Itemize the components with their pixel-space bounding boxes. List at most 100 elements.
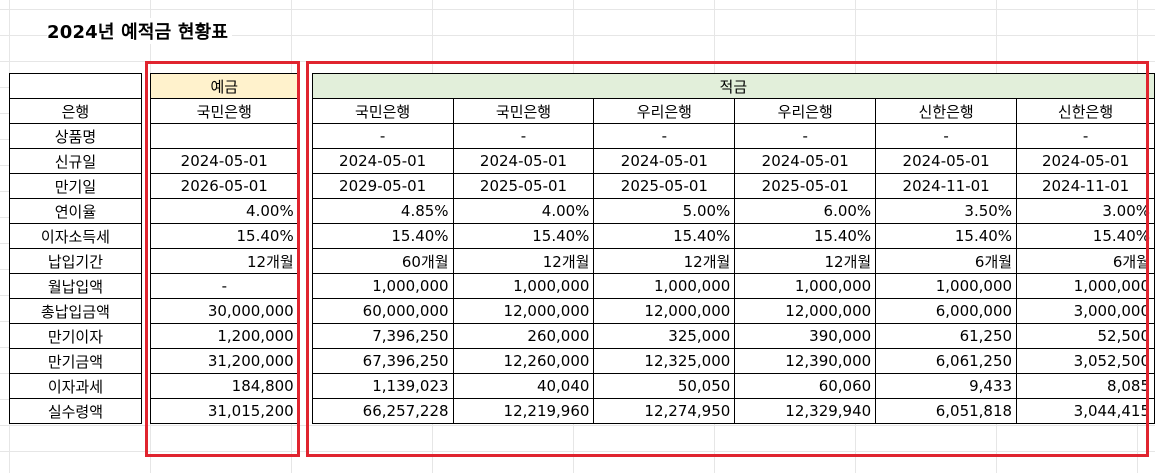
cell-income-tax[interactable]: 15.40% (875, 223, 1018, 249)
cell-maturity-amount[interactable]: 6,061,250 (875, 348, 1018, 374)
cell-net-received[interactable]: 31,015,200 (149, 398, 299, 424)
cell-total-paid[interactable]: 12,000,000 (734, 298, 877, 324)
cell-monthly-payment[interactable]: - (149, 273, 299, 299)
cell-annual-rate[interactable]: 3.50% (875, 198, 1018, 224)
savings-group-header[interactable]: 적금 (311, 73, 1155, 99)
cell-payment-period[interactable]: 12개월 (593, 248, 736, 274)
row-label[interactable]: 연이율 (9, 198, 142, 224)
cell-interest-tax[interactable]: 60,060 (734, 373, 877, 399)
cell-interest-tax[interactable]: 40,040 (452, 373, 595, 399)
cell-bank[interactable]: 우리은행 (734, 98, 877, 124)
cell-maturity-amount[interactable]: 31,200,000 (149, 348, 299, 374)
cell-income-tax[interactable]: 15.40% (311, 223, 454, 249)
cell-product[interactable]: - (875, 123, 1018, 149)
cell-monthly-payment[interactable]: 1,000,000 (1016, 273, 1155, 299)
row-label[interactable]: 만기이자 (9, 323, 142, 349)
row-label[interactable]: 납입기간 (9, 248, 142, 274)
cell-interest-tax[interactable]: 8,085 (1016, 373, 1155, 399)
cell-maturity-date[interactable]: 2029-05-01 (311, 173, 454, 199)
cell-interest-tax[interactable]: 1,139,023 (311, 373, 454, 399)
row-label[interactable]: 이자과세 (9, 373, 142, 399)
cell-income-tax[interactable]: 15.40% (149, 223, 299, 249)
cell-annual-rate[interactable]: 4.85% (311, 198, 454, 224)
cell-maturity-interest[interactable]: 61,250 (875, 323, 1018, 349)
corner-cell[interactable] (9, 73, 142, 99)
cell-start-date[interactable]: 2024-05-01 (593, 148, 736, 174)
cell-start-date[interactable]: 2024-05-01 (734, 148, 877, 174)
cell-product[interactable] (149, 123, 299, 149)
cell-payment-period[interactable]: 12개월 (452, 248, 595, 274)
cell-product[interactable]: - (1016, 123, 1155, 149)
cell-interest-tax[interactable]: 184,800 (149, 373, 299, 399)
row-label[interactable]: 상품명 (9, 123, 142, 149)
row-label[interactable]: 이자소득세 (9, 223, 142, 249)
cell-maturity-date[interactable]: 2025-05-01 (593, 173, 736, 199)
cell-maturity-date[interactable]: 2024-11-01 (875, 173, 1018, 199)
cell-monthly-payment[interactable]: 1,000,000 (452, 273, 595, 299)
cell-maturity-interest[interactable]: 325,000 (593, 323, 736, 349)
cell-payment-period[interactable]: 6개월 (875, 248, 1018, 274)
cell-maturity-amount[interactable]: 12,390,000 (734, 348, 877, 374)
row-label[interactable]: 월납입액 (9, 273, 142, 299)
cell-annual-rate[interactable]: 3.00% (1016, 198, 1155, 224)
cell-payment-period[interactable]: 6개월 (1016, 248, 1155, 274)
cell-maturity-date[interactable]: 2025-05-01 (452, 173, 595, 199)
row-label[interactable]: 실수령액 (9, 398, 142, 424)
cell-income-tax[interactable]: 15.40% (452, 223, 595, 249)
cell-total-paid[interactable]: 6,000,000 (875, 298, 1018, 324)
cell-annual-rate[interactable]: 5.00% (593, 198, 736, 224)
cell-maturity-interest[interactable]: 1,200,000 (149, 323, 299, 349)
cell-start-date[interactable]: 2024-05-01 (149, 148, 299, 174)
cell-annual-rate[interactable]: 4.00% (452, 198, 595, 224)
cell-maturity-interest[interactable]: 52,500 (1016, 323, 1155, 349)
cell-income-tax[interactable]: 15.40% (734, 223, 877, 249)
cell-total-paid[interactable]: 3,000,000 (1016, 298, 1155, 324)
cell-bank[interactable]: 우리은행 (593, 98, 736, 124)
cell-net-received[interactable]: 12,219,960 (452, 398, 595, 424)
cell-maturity-amount[interactable]: 12,325,000 (593, 348, 736, 374)
cell-net-received[interactable]: 3,044,415 (1016, 398, 1155, 424)
cell-start-date[interactable]: 2024-05-01 (311, 148, 454, 174)
cell-product[interactable]: - (593, 123, 736, 149)
row-label[interactable]: 만기금액 (9, 348, 142, 374)
cell-total-paid[interactable]: 12,000,000 (593, 298, 736, 324)
cell-total-paid[interactable]: 60,000,000 (311, 298, 454, 324)
row-label[interactable]: 만기일 (9, 173, 142, 199)
cell-product[interactable]: - (452, 123, 595, 149)
row-label[interactable]: 신규일 (9, 148, 142, 174)
cell-net-received[interactable]: 12,274,950 (593, 398, 736, 424)
cell-bank[interactable]: 신한은행 (1016, 98, 1155, 124)
cell-start-date[interactable]: 2024-05-01 (1016, 148, 1155, 174)
cell-net-received[interactable]: 12,329,940 (734, 398, 877, 424)
cell-total-paid[interactable]: 12,000,000 (452, 298, 595, 324)
deposit-group-header[interactable]: 예금 (149, 73, 299, 99)
cell-maturity-date[interactable]: 2024-11-01 (1016, 173, 1155, 199)
cell-product[interactable]: - (734, 123, 877, 149)
cell-annual-rate[interactable]: 4.00% (149, 198, 299, 224)
cell-bank[interactable]: 국민은행 (311, 98, 454, 124)
cell-bank[interactable]: 국민은행 (149, 98, 299, 124)
cell-start-date[interactable]: 2024-05-01 (875, 148, 1018, 174)
cell-maturity-date[interactable]: 2025-05-01 (734, 173, 877, 199)
cell-interest-tax[interactable]: 50,050 (593, 373, 736, 399)
cell-total-paid[interactable]: 30,000,000 (149, 298, 299, 324)
cell-monthly-payment[interactable]: 1,000,000 (311, 273, 454, 299)
cell-maturity-interest[interactable]: 7,396,250 (311, 323, 454, 349)
cell-payment-period[interactable]: 12개월 (734, 248, 877, 274)
cell-income-tax[interactable]: 15.40% (593, 223, 736, 249)
cell-payment-period[interactable]: 12개월 (149, 248, 299, 274)
cell-start-date[interactable]: 2024-05-01 (452, 148, 595, 174)
cell-maturity-amount[interactable]: 67,396,250 (311, 348, 454, 374)
cell-annual-rate[interactable]: 6.00% (734, 198, 877, 224)
cell-product[interactable]: - (311, 123, 454, 149)
cell-maturity-amount[interactable]: 12,260,000 (452, 348, 595, 374)
cell-monthly-payment[interactable]: 1,000,000 (875, 273, 1018, 299)
cell-monthly-payment[interactable]: 1,000,000 (734, 273, 877, 299)
cell-maturity-interest[interactable]: 390,000 (734, 323, 877, 349)
cell-bank[interactable]: 국민은행 (452, 98, 595, 124)
cell-monthly-payment[interactable]: 1,000,000 (593, 273, 736, 299)
cell-maturity-date[interactable]: 2026-05-01 (149, 173, 299, 199)
cell-payment-period[interactable]: 60개월 (311, 248, 454, 274)
row-label[interactable]: 총납입금액 (9, 298, 142, 324)
cell-net-received[interactable]: 6,051,818 (875, 398, 1018, 424)
